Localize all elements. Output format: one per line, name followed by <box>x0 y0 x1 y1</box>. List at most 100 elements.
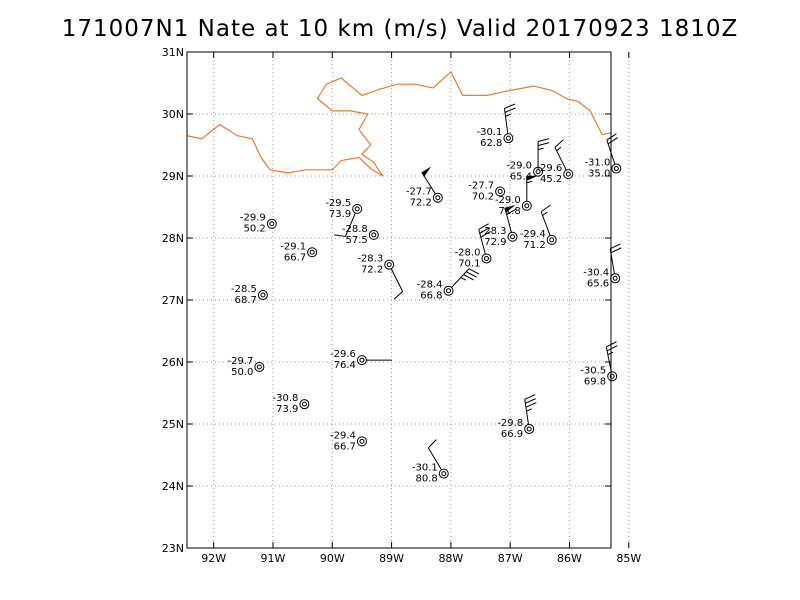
temperature-label: -29.6 <box>330 349 356 360</box>
humidity-label: 71.2 <box>523 240 545 251</box>
station-obs: -28.372.9 <box>481 204 518 248</box>
station-obs: -29.866.9 <box>497 394 537 440</box>
x-tick-label: 87W <box>498 552 523 565</box>
barb-half-feather <box>607 351 614 356</box>
temperature-label: -29.0 <box>506 161 532 172</box>
station-marker <box>384 259 395 270</box>
barb-feather <box>537 142 550 147</box>
coastline <box>187 70 611 177</box>
station-obs: -29.750.0 <box>227 356 265 378</box>
humidity-label: 73.9 <box>329 209 351 220</box>
station-marker <box>307 247 318 258</box>
station-marker-inner <box>256 364 262 370</box>
station-obs: -29.950.2 <box>240 213 277 235</box>
humidity-label: 50.0 <box>231 367 253 378</box>
temperature-label: -29.4 <box>520 229 546 240</box>
humidity-label: 69.8 <box>584 376 606 387</box>
temperature-label: -30.1 <box>412 463 438 474</box>
humidity-label: 73.9 <box>276 404 298 415</box>
station-marker-inner <box>526 426 532 432</box>
y-tick-label: 31N <box>162 46 184 59</box>
barb-pennant <box>504 204 516 213</box>
station-marker <box>611 163 622 174</box>
x-tick-label: 91W <box>261 552 286 565</box>
observations-layer: -30.162.8-29.065.4-29.645.2-31.035.0-27.… <box>227 103 622 485</box>
barb-feather <box>607 137 618 145</box>
barb-half-feather <box>526 180 533 184</box>
temperature-label: -30.4 <box>583 267 609 278</box>
station-marker-inner <box>524 203 530 209</box>
station-marker-inner <box>609 373 615 379</box>
station-obs: -29.065.4 <box>506 138 550 183</box>
station-obs: -28.466.8 <box>417 268 480 302</box>
temperature-label: -27.7 <box>406 187 432 198</box>
humidity-label: 68.7 <box>235 295 257 306</box>
barb-feather <box>427 439 437 449</box>
station-obs: -29.471.2 <box>520 204 557 251</box>
barb-feather <box>610 247 622 254</box>
temperature-label: -28.0 <box>455 247 481 258</box>
y-tick-label: 23N <box>162 542 184 555</box>
station-marker <box>610 273 621 284</box>
station-marker-inner <box>359 438 365 444</box>
station-marker <box>563 169 574 180</box>
chart-title: 171007N1 Nate at 10 km (m/s) Valid 20170… <box>61 16 739 42</box>
barb-feather <box>610 243 621 250</box>
humidity-label: 72.2 <box>410 198 432 209</box>
station-obs: -29.071.8 <box>495 175 538 217</box>
station-marker <box>299 399 310 410</box>
humidity-label: 50.2 <box>244 224 266 235</box>
temperature-label: -28.3 <box>357 254 383 265</box>
axis-tick-labels: 92W 91W 90W 89W 88W 87W 86W 85W 23N 24N 25N 26N 27N 2… <box>162 46 642 565</box>
station-marker <box>495 186 506 197</box>
humidity-label: 70.2 <box>472 192 494 203</box>
x-tick-label: 88W <box>438 552 463 565</box>
temperature-label: -28.4 <box>417 280 443 291</box>
barb-feather <box>480 231 491 238</box>
station-marker <box>507 231 518 242</box>
station-obs: -29.166.7 <box>280 241 318 263</box>
barb-feather <box>479 227 490 234</box>
barb-feather <box>537 138 550 143</box>
barb-staff <box>388 264 404 292</box>
temperature-label: -29.0 <box>495 195 521 206</box>
temperature-label: -31.0 <box>584 158 610 169</box>
station-marker-inner <box>371 232 377 238</box>
barb-feather <box>606 345 618 352</box>
station-marker-inner <box>359 357 365 363</box>
station-marker <box>254 361 265 372</box>
station-marker <box>607 371 618 382</box>
barb-feather <box>463 274 474 281</box>
station-marker <box>546 234 557 245</box>
y-tick-label: 25N <box>162 418 184 431</box>
temperature-label: -29.1 <box>280 241 306 252</box>
x-tick-label: 92W <box>201 552 226 565</box>
station-obs: -30.180.8 <box>412 439 449 485</box>
station-marker-inner <box>441 471 447 477</box>
station-obs: -29.573.9 <box>325 198 363 237</box>
temperature-label: -27.7 <box>468 181 494 192</box>
station-marker <box>521 200 532 211</box>
station-obs: -28.070.1 <box>455 223 492 269</box>
station-marker-inner <box>510 234 516 240</box>
station-obs: -28.857.5 <box>342 224 379 246</box>
barb-feather <box>466 271 477 278</box>
temperature-label: -29.9 <box>240 213 266 224</box>
station-obs: -29.645.2 <box>536 139 574 185</box>
barb-half-feather <box>537 147 544 151</box>
humidity-label: 66.7 <box>284 252 306 263</box>
x-tick-label: 85W <box>616 552 641 565</box>
barb-feather <box>554 139 564 148</box>
station-marker <box>481 253 492 264</box>
station-obs: -30.873.9 <box>273 393 310 415</box>
station-obs: -29.676.4 <box>330 349 392 371</box>
station-marker-inner <box>309 249 315 255</box>
station-obs: -30.569.8 <box>580 341 618 387</box>
humidity-label: 76.4 <box>334 360 356 371</box>
barb-feather <box>504 103 516 109</box>
barb-half-feather <box>505 113 511 117</box>
y-tick-label: 28N <box>162 232 184 245</box>
humidity-label: 72.2 <box>361 265 383 276</box>
